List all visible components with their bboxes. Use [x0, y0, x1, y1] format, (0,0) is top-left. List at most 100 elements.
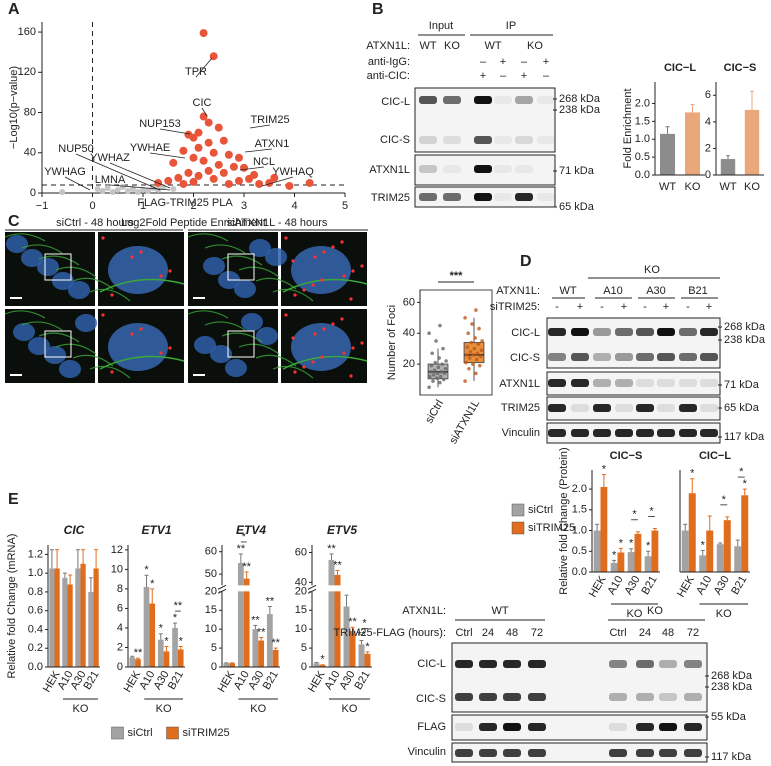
pla-dot: [360, 341, 364, 345]
bar: [364, 653, 371, 667]
blot-band: [684, 660, 702, 668]
point: [476, 342, 481, 346]
point: [475, 351, 480, 356]
y-tick-label: 0.6: [28, 605, 43, 617]
point: [466, 331, 470, 336]
significance: **: [333, 559, 342, 571]
blot-row-label: TRIM25: [501, 402, 540, 414]
y-tick-label: 0.0: [635, 169, 650, 181]
point: [140, 186, 146, 193]
y-tick-label: 1.0: [572, 524, 587, 536]
actin: [89, 365, 131, 379]
point: [433, 360, 438, 365]
blot-band: [609, 660, 627, 668]
blot-band: [593, 379, 611, 387]
point: [285, 181, 294, 190]
bar: [177, 649, 184, 667]
bar: [706, 530, 714, 572]
point: [234, 153, 243, 162]
point: [194, 171, 203, 180]
lane-label: 24: [482, 627, 494, 639]
lane-label: WT: [559, 285, 576, 297]
pla-dot: [320, 355, 324, 359]
point: [436, 365, 441, 370]
actin: [272, 365, 314, 379]
significance: **: [251, 614, 260, 626]
blot-band: [419, 136, 437, 144]
blot-band: [515, 165, 533, 173]
pla-dot: [340, 240, 344, 244]
condition-label: siATXN1L - 48 hours: [227, 217, 328, 229]
nucleus: [234, 280, 256, 298]
bar: [135, 659, 141, 667]
point: [427, 385, 431, 390]
axis-break-mark: [307, 588, 317, 594]
blot-band: [636, 660, 654, 668]
annotation: YWHAG: [44, 166, 86, 178]
point: [438, 380, 442, 385]
y-tick-label: 1.2: [28, 548, 43, 560]
blot-band: [636, 723, 654, 731]
actin: [238, 343, 280, 355]
condition-label: siCtrl - 48 hours: [56, 217, 134, 229]
x-tick-label: B21: [81, 669, 101, 692]
point: [59, 188, 66, 195]
blot-band: [700, 353, 718, 361]
y-tick-label: 0: [117, 661, 123, 673]
bar: [699, 555, 707, 572]
point: [464, 353, 469, 357]
pla-dot: [101, 236, 105, 240]
pla-dot: [320, 278, 324, 282]
blot-band: [455, 693, 473, 701]
bar: [600, 487, 608, 572]
pla-dot: [351, 346, 355, 350]
blot-band: [679, 379, 697, 387]
y-tick-label: 2.0: [572, 483, 587, 495]
point: [255, 179, 264, 188]
point: [209, 174, 218, 183]
blot-row-label: ATXN1L: [499, 378, 540, 390]
pla-dot: [342, 351, 346, 355]
point: [204, 166, 213, 175]
point: [428, 374, 432, 379]
lane-label: 48: [662, 627, 674, 639]
bar: [343, 606, 350, 667]
blot-band: [474, 165, 492, 173]
blot-band: [615, 328, 633, 336]
leader-line: [159, 128, 191, 135]
y-tick-label: 160: [18, 26, 36, 38]
point: [234, 176, 243, 185]
blot-band: [537, 193, 555, 201]
x-tick-label: 5: [342, 200, 348, 212]
axis-break-mark: [307, 584, 317, 590]
point: [109, 188, 116, 195]
bar: [149, 603, 156, 667]
bar: [720, 159, 736, 175]
bar: [54, 568, 60, 667]
blot-band: [700, 404, 718, 412]
actin: [89, 288, 131, 302]
point: [129, 185, 136, 192]
point: [209, 148, 218, 157]
lane-label: +: [706, 301, 712, 313]
pla-dot: [331, 322, 335, 326]
blot-band: [537, 136, 555, 144]
x-tick-label: B21: [166, 669, 186, 692]
size-marker: 65 kDa: [559, 201, 595, 213]
nucleus: [6, 235, 28, 253]
chart-title: CIC: [64, 523, 85, 537]
bar: [172, 627, 178, 667]
size-marker: 268 kDa: [711, 670, 753, 682]
y-tick-label: 40: [24, 147, 36, 159]
annotation: ATXN1: [255, 138, 290, 150]
chart-title: CIC−S: [724, 62, 757, 74]
group-label: KO: [716, 608, 732, 620]
point: [194, 128, 203, 137]
blot-band: [593, 328, 611, 336]
y-tick-label: 0.0: [572, 566, 587, 578]
blot-band: [571, 379, 589, 387]
point: [474, 357, 479, 362]
x-tick-label: siATXN1L: [447, 398, 482, 446]
nucleus: [108, 246, 168, 294]
nucleus: [203, 257, 225, 275]
